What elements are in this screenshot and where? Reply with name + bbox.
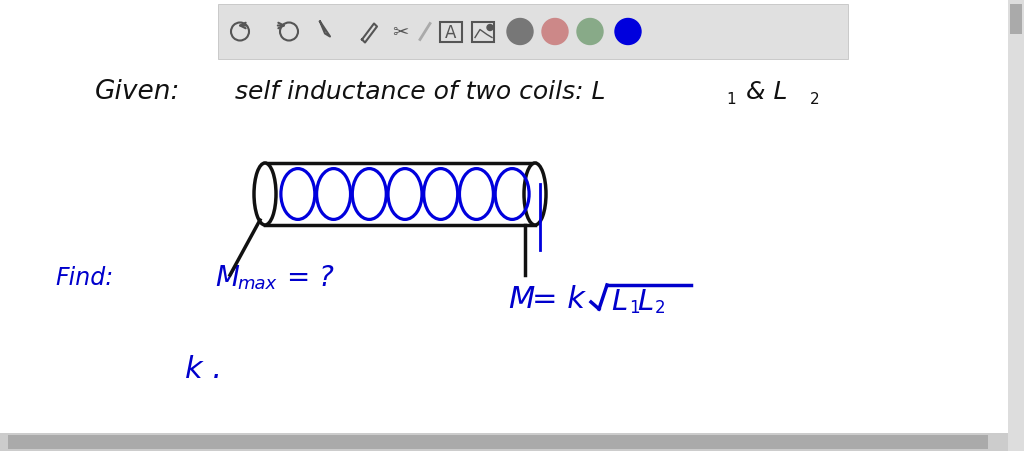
- Text: self inductance of two coils: L: self inductance of two coils: L: [234, 80, 605, 104]
- Bar: [1010, 5, 1022, 35]
- Text: 1: 1: [726, 91, 735, 106]
- Text: 1: 1: [629, 299, 640, 316]
- Circle shape: [507, 19, 534, 46]
- Text: Find:: Find:: [55, 265, 114, 290]
- Text: k .: k .: [185, 355, 222, 384]
- Text: A: A: [445, 23, 457, 41]
- Bar: [472, 23, 494, 42]
- Bar: [218, 5, 848, 60]
- Text: M: M: [508, 285, 535, 314]
- Circle shape: [615, 19, 641, 46]
- Bar: [0, 433, 1024, 451]
- Text: L: L: [637, 287, 653, 315]
- Circle shape: [487, 25, 493, 32]
- Circle shape: [577, 19, 603, 46]
- Text: = k: = k: [532, 285, 585, 314]
- Text: Given:: Given:: [95, 79, 180, 105]
- Bar: [265, 164, 535, 226]
- Text: 2: 2: [810, 91, 819, 106]
- Text: 2: 2: [655, 299, 666, 316]
- Text: ✂: ✂: [392, 23, 409, 42]
- Text: & L: & L: [738, 80, 787, 104]
- Text: M: M: [215, 263, 239, 291]
- Text: L: L: [611, 287, 628, 315]
- Ellipse shape: [524, 164, 546, 226]
- Text: = ?: = ?: [287, 263, 334, 291]
- Ellipse shape: [254, 164, 276, 226]
- Text: max: max: [237, 274, 276, 292]
- Bar: [8, 435, 988, 449]
- Bar: [440, 23, 462, 42]
- Circle shape: [542, 19, 568, 46]
- Bar: [1008, 0, 1024, 451]
